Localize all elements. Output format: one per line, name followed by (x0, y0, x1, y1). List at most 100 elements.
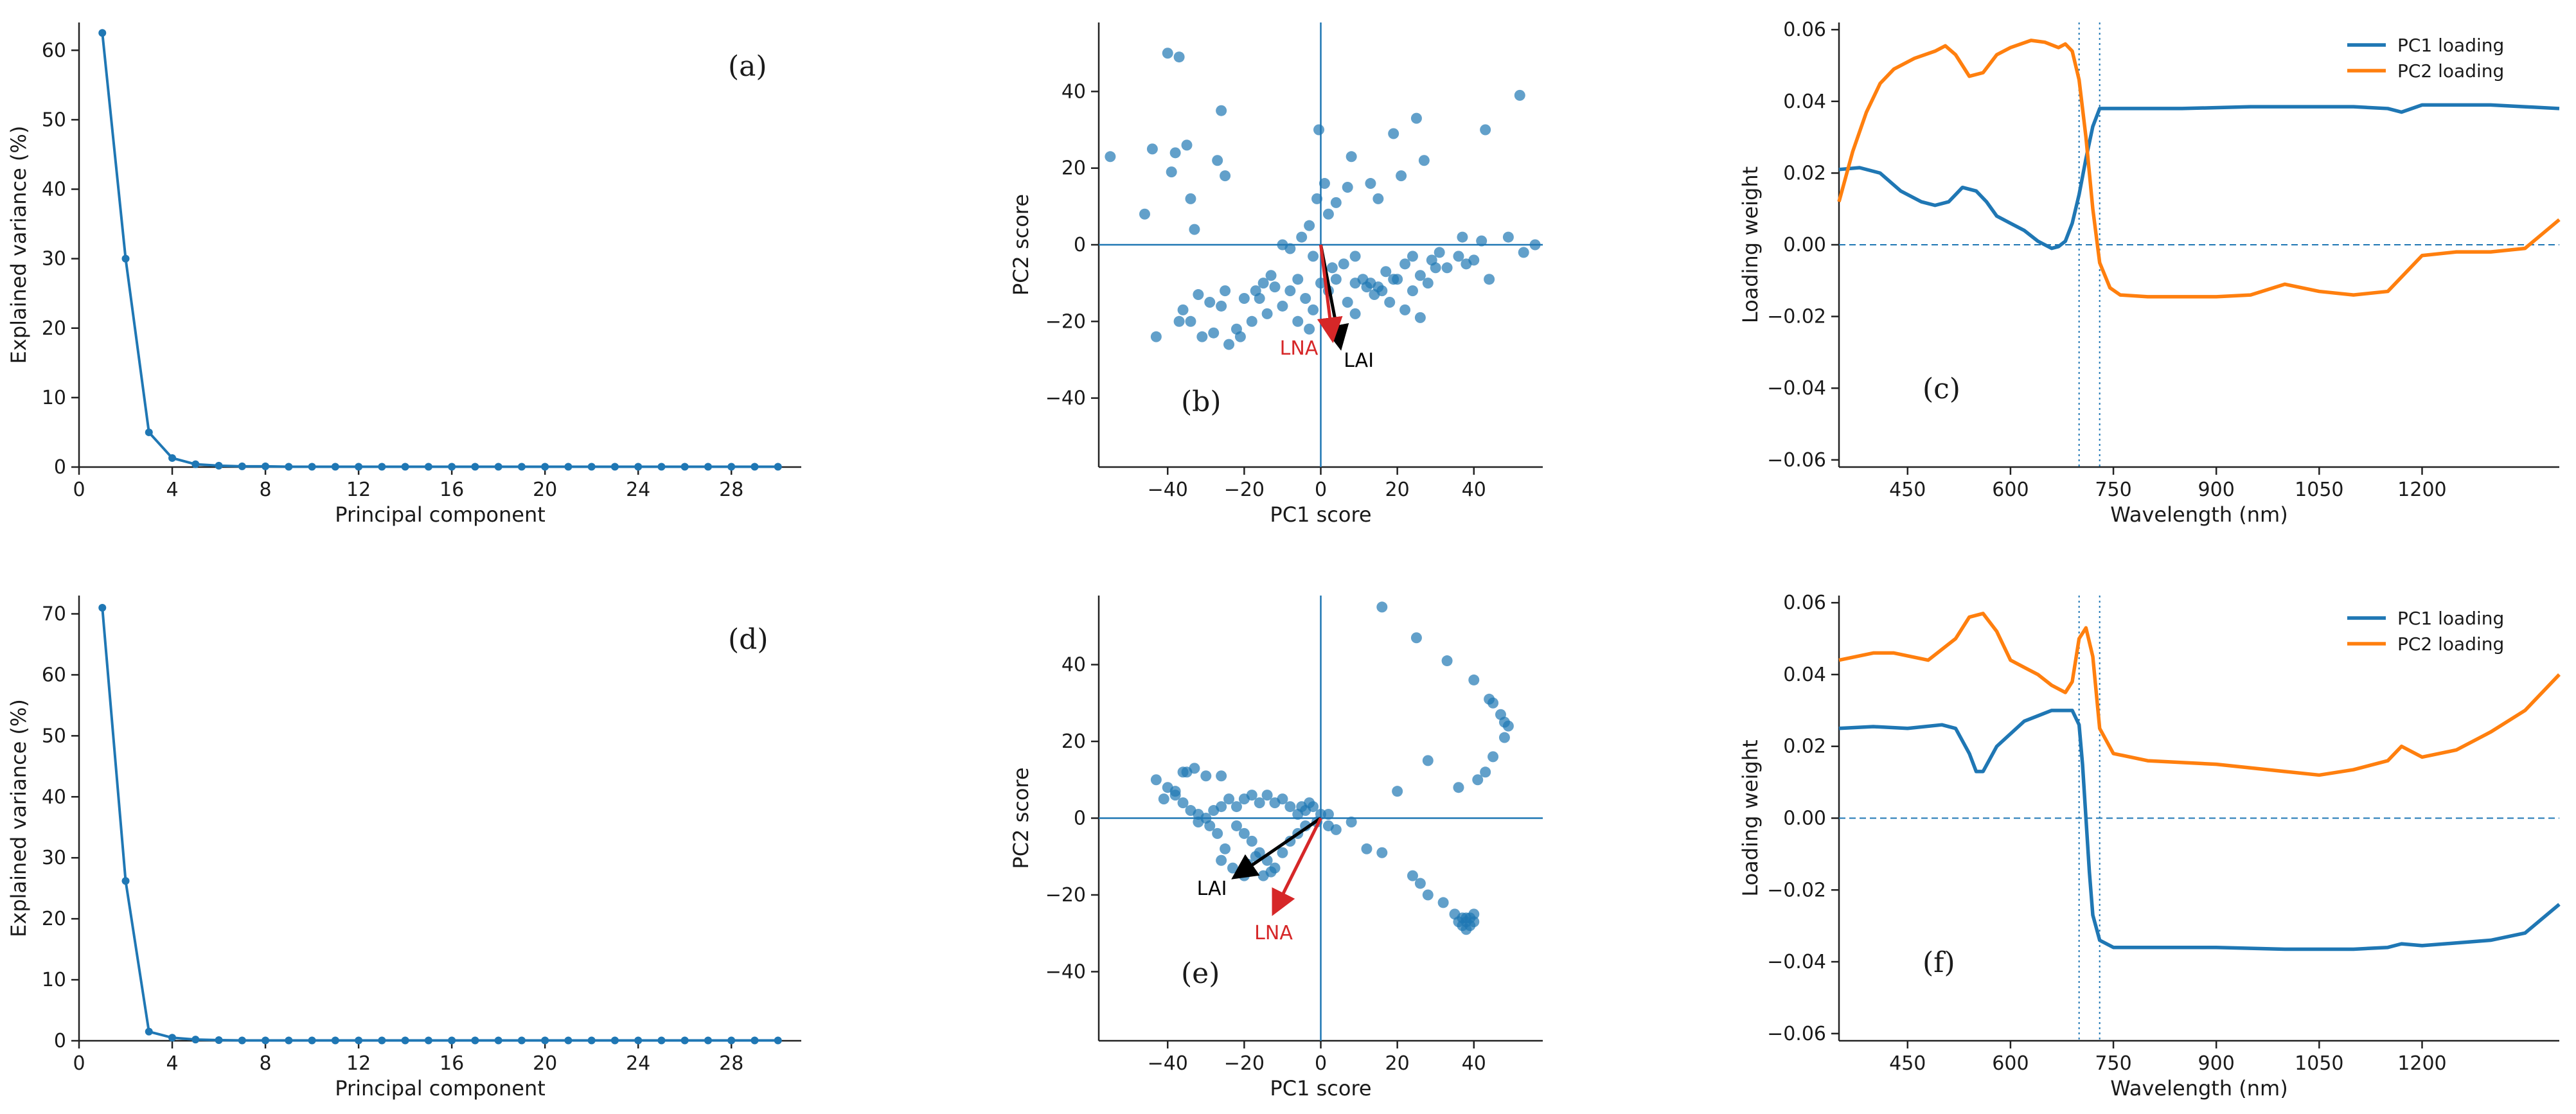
variance-point (401, 1036, 409, 1045)
loading-arrow-lai (1231, 817, 1322, 880)
variance-point (774, 1036, 782, 1045)
score-point (1284, 243, 1296, 254)
score-point (1311, 193, 1323, 204)
score-point (1212, 827, 1223, 839)
score-point (1514, 89, 1525, 101)
score-point (1453, 782, 1464, 793)
series-line-pc2-loading (1837, 39, 2561, 299)
score-point (1220, 285, 1231, 297)
variance-point (471, 1036, 479, 1045)
variance-point (331, 463, 339, 471)
score-point (1441, 655, 1453, 667)
score-point (1414, 312, 1426, 323)
score-point (1230, 820, 1242, 831)
panel-b: −40 −20 0 20 40 −40 −20 0 20 40 PC1 score PC2 score… (1009, 22, 1543, 527)
score-point (1169, 147, 1181, 159)
score-point (1158, 793, 1169, 805)
variance-point (727, 1036, 736, 1045)
variance-point (98, 603, 107, 612)
variance-point (494, 1036, 502, 1045)
variance-point (378, 1036, 386, 1045)
panel-a: 0 4 8 12 16 20 24 28 0 10 20 30 40 50 60 Principal comp… (6, 22, 801, 527)
score-point (1361, 281, 1372, 293)
x-tick-label: 450 (1889, 1052, 1926, 1075)
y-tick-label: 30 (42, 847, 66, 869)
score-point (1468, 908, 1480, 920)
x-tick-label: 750 (2095, 1052, 2131, 1075)
x-tick-label: 0 (73, 1052, 85, 1075)
variance-point (145, 1027, 153, 1036)
x-tick-label: 8 (260, 479, 272, 501)
score-point (1407, 251, 1418, 262)
y-tick-label: 0 (1074, 234, 1086, 256)
y-tick-label: 70 (42, 603, 66, 625)
arrow-label-lna: LNA (1280, 337, 1319, 360)
x-tick-label: 8 (260, 1052, 272, 1075)
y-tick-label: −0.04 (1767, 951, 1826, 973)
score-point (1518, 247, 1529, 258)
variance-point (262, 1036, 270, 1045)
score-point (1304, 323, 1315, 335)
score-point (1388, 128, 1399, 139)
y-tick-label: −0.02 (1767, 879, 1826, 901)
x-tick-label: 1050 (2295, 1052, 2343, 1075)
score-point (1208, 805, 1220, 817)
y-tick-label: 20 (1061, 157, 1086, 180)
variance-point (564, 1036, 573, 1045)
score-point (1177, 304, 1189, 315)
score-point (1338, 258, 1349, 270)
score-point (1488, 697, 1499, 709)
score-point (1284, 285, 1296, 297)
score-point (1468, 254, 1480, 266)
score-point (1150, 774, 1162, 786)
x-tick-label: 20 (533, 479, 557, 501)
score-point (1166, 166, 1177, 178)
variance-point (121, 254, 130, 263)
y-tick-label: 40 (1061, 80, 1086, 103)
x-tick-label: 40 (1462, 479, 1486, 501)
panel-d: 0 4 8 12 16 20 24 28 0 10 20 30 40 50 60 70 Principal co… (6, 596, 801, 1101)
variance-point (610, 463, 619, 471)
score-point (1502, 720, 1514, 732)
x-tick-label: 20 (533, 1052, 557, 1075)
x-tick-label: 900 (2198, 479, 2235, 501)
variance-point (471, 463, 479, 471)
series-line-pc1-loading (1838, 709, 2561, 951)
variance-point (424, 463, 432, 471)
y-tick-label: 20 (1061, 730, 1086, 753)
score-point (1422, 278, 1434, 289)
y-axis-label: Explained variance (%) (6, 126, 31, 364)
score-point (1269, 281, 1281, 293)
score-point (1181, 139, 1193, 151)
x-tick-label: −40 (1148, 479, 1188, 501)
x-tick-label: 28 (719, 1052, 743, 1075)
score-point (1196, 331, 1208, 342)
x-axis-label: PC1 score (1270, 502, 1371, 527)
score-point (1169, 786, 1181, 797)
loading-arrow-lna (1272, 817, 1322, 916)
score-point (1319, 178, 1330, 190)
variance-point (378, 463, 386, 471)
score-point (1376, 847, 1388, 858)
legend-label: PC1 loading (2397, 608, 2504, 629)
variance-point (494, 463, 502, 471)
x-axis-label: PC1 score (1270, 1076, 1371, 1101)
score-point (1372, 193, 1384, 204)
score-point (1330, 197, 1342, 208)
score-point (1269, 862, 1281, 874)
legend-label: PC2 loading (2397, 60, 2504, 82)
score-point (1410, 632, 1422, 644)
score-point (1189, 224, 1200, 235)
y-tick-label: 0.00 (1783, 808, 1826, 830)
score-point (1189, 763, 1200, 774)
y-tick-label: −0.04 (1767, 377, 1826, 400)
score-point (1216, 854, 1227, 866)
score-point (1480, 124, 1491, 136)
x-tick-label: 12 (346, 1052, 371, 1075)
y-tick-label: 0.02 (1783, 736, 1826, 758)
score-point (1193, 816, 1204, 827)
variance-line (101, 33, 778, 468)
score-point (1292, 809, 1304, 820)
score-point (1380, 266, 1392, 278)
